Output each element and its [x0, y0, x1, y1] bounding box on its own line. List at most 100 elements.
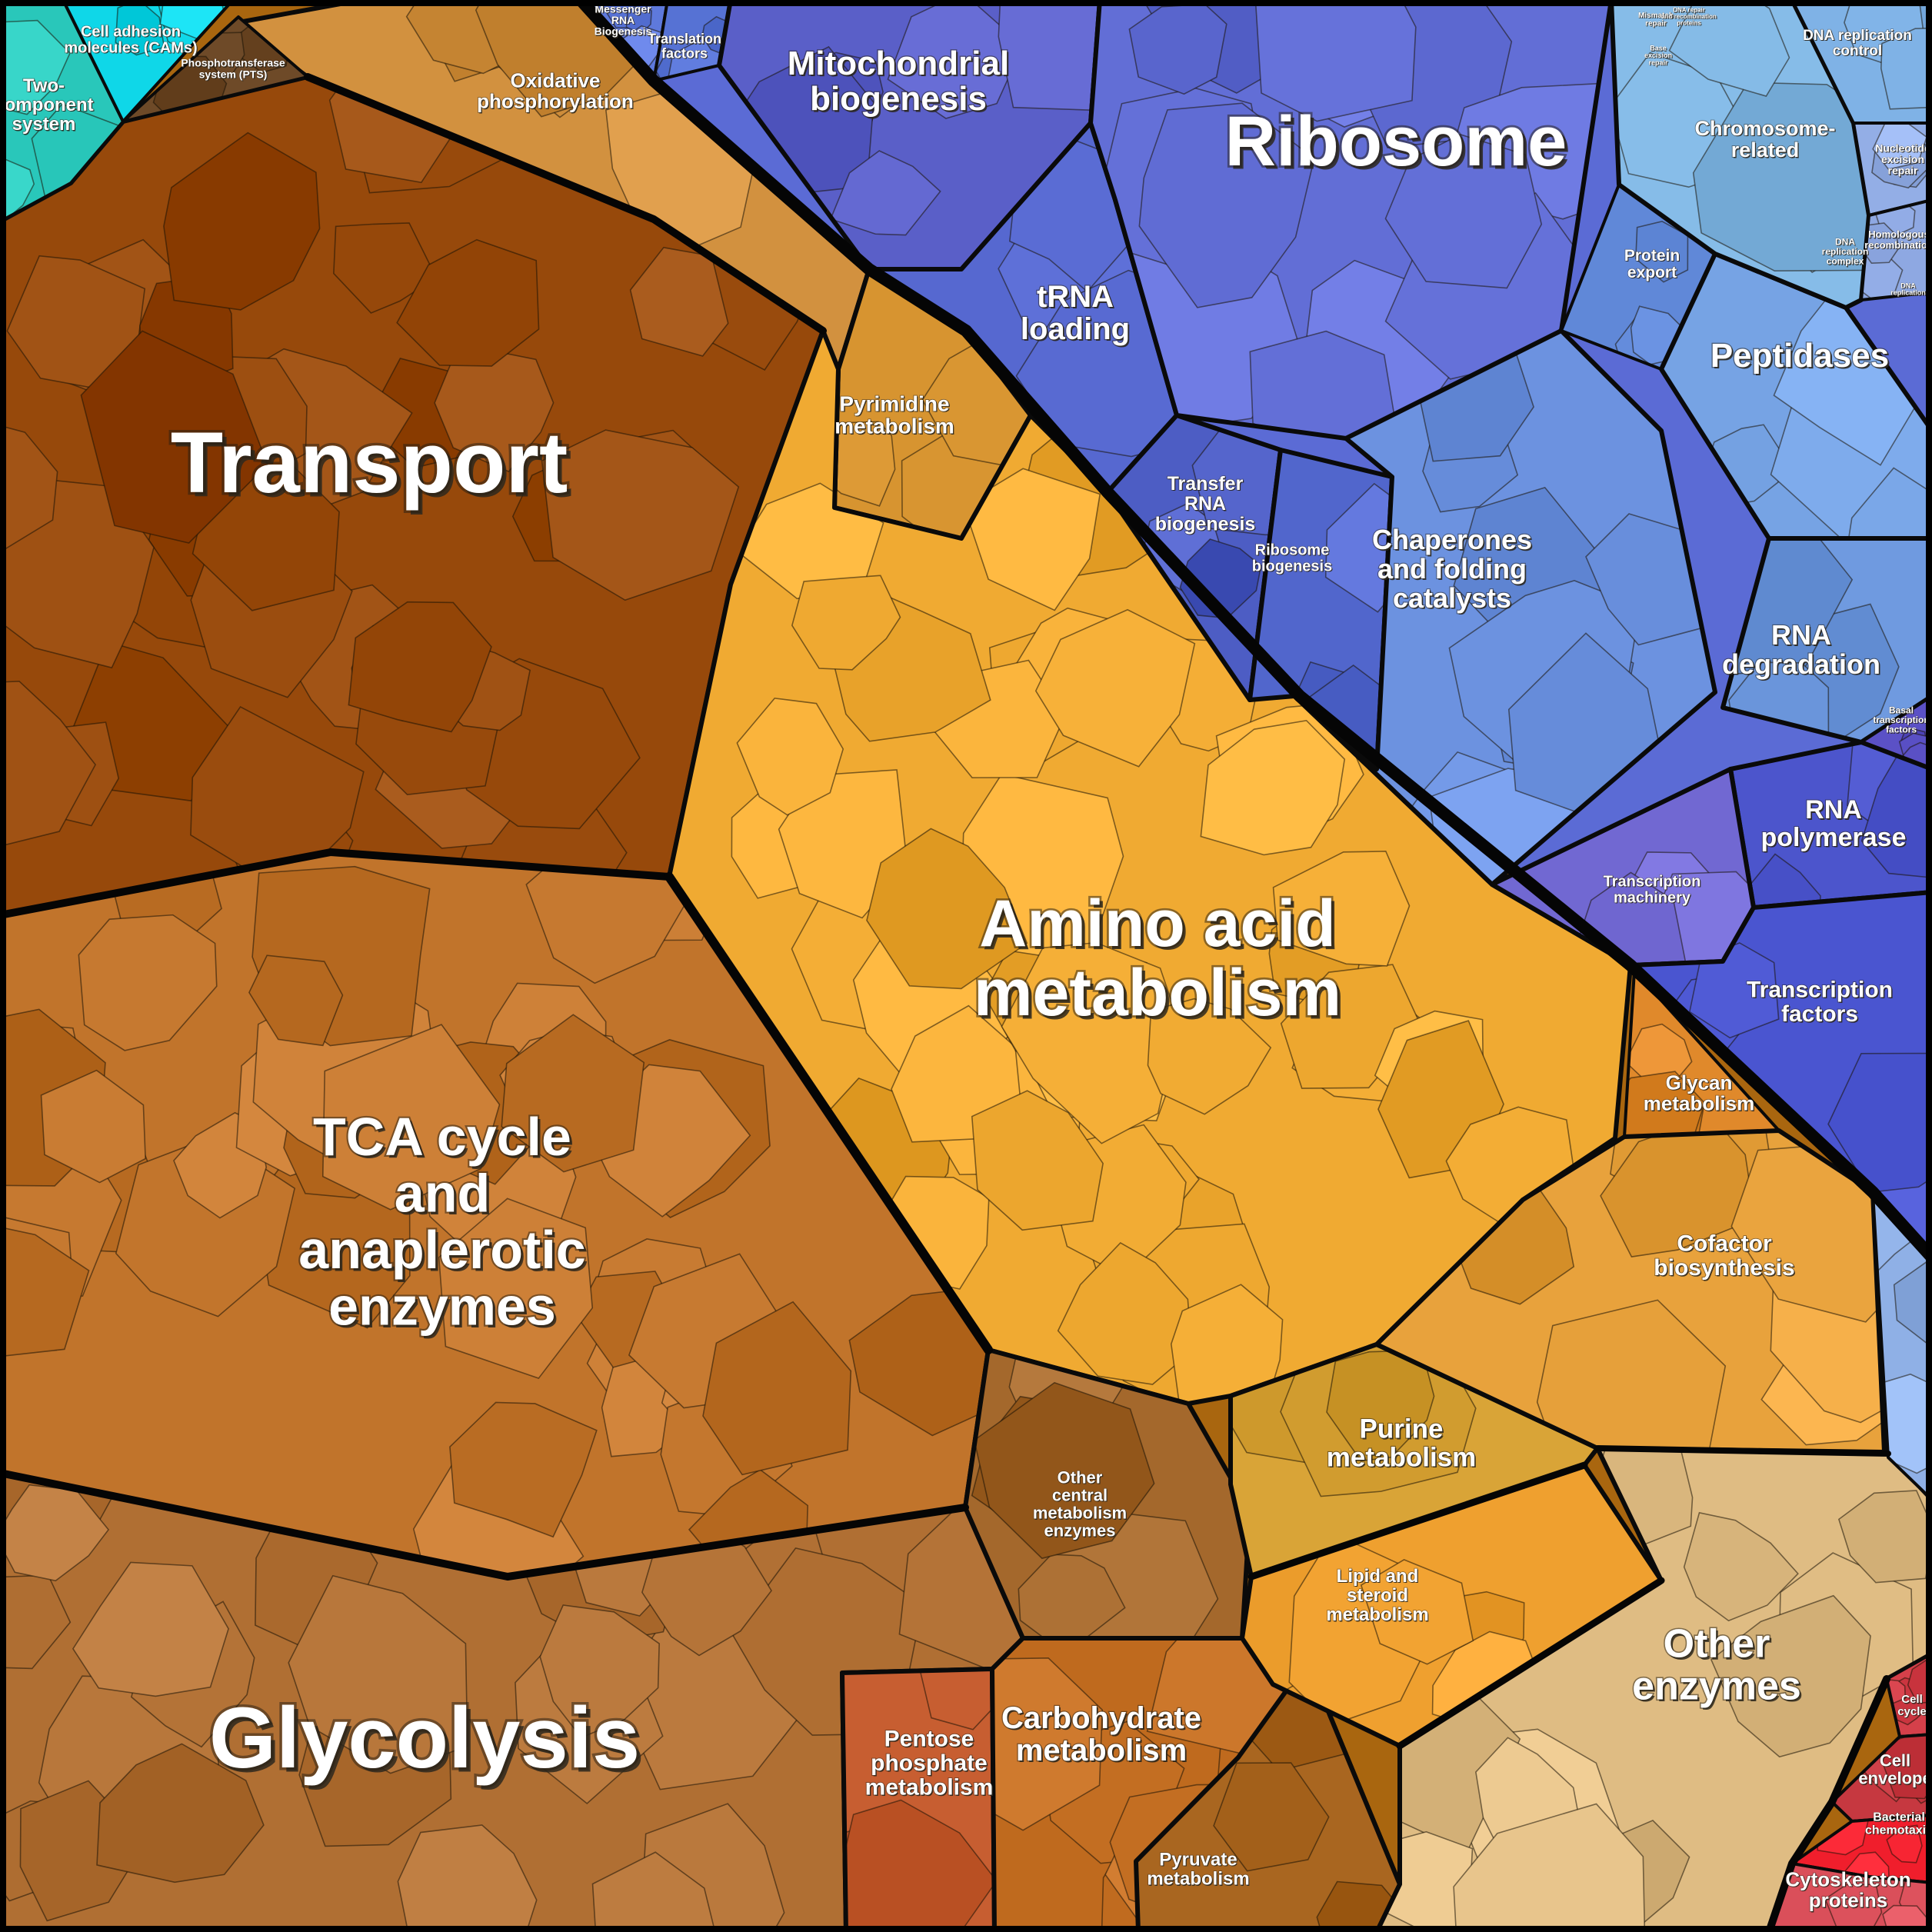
label-mismatch-repair-shadow: Mismatch repair [1639, 12, 1674, 29]
label-bacterial-chemotaxis-shadow: Bacterial chemotaxis [1866, 1812, 1932, 1838]
label-other-enzymes-shadow: Other enzymes [1634, 1624, 1804, 1710]
cell [1710, 1594, 1871, 1758]
label-two-component-system-shadow: Two-component system [0, 76, 95, 135]
cell [887, 0, 1024, 119]
region-rna-degradation[interactable] [1664, 508, 1932, 772]
cell [1147, 998, 1272, 1115]
label-protein-export-shadow: Protein export [1625, 248, 1681, 282]
cell [1730, 1144, 1884, 1323]
cell [1128, 3, 1227, 95]
cell [1213, 1762, 1330, 1872]
label-dna-replication-shadow: DNA replication [1891, 282, 1927, 297]
cell [1880, 27, 1932, 110]
cell [1453, 1803, 1646, 1932]
cell [591, 1851, 723, 1932]
label-ribosome-biogenesis-shadow: Ribosome biogenesis [1253, 543, 1333, 576]
label-mismatch-repair: Mismatch repair [1638, 12, 1674, 28]
cell [1170, 1284, 1284, 1404]
cell [434, 350, 555, 473]
region-trna-loading[interactable] [869, 123, 1205, 492]
region-border-phosphotransferase-system [122, 15, 309, 123]
label-transfer-rna-biogenesis-shadow: Transfer RNA biogenesis [1156, 474, 1257, 536]
label-oxidative-phosphorylation: Oxidative phosphorylation [477, 68, 634, 112]
cell [539, 1604, 660, 1739]
region-border-pentose-phosphate-metabolism [840, 1667, 997, 1932]
label-cofactor-biosynthesis: Cofactor biosynthesis [1654, 1231, 1794, 1281]
region-border-dna-replication-control [1790, 0, 1932, 125]
label-lipid-and-steroid-metabolism: Lipid and steroid metabolism [1326, 1566, 1428, 1625]
region-nucleotide-excision-repair[interactable] [1854, 120, 1932, 215]
cell [397, 1824, 538, 1932]
cell [1057, 1241, 1193, 1385]
cell [190, 705, 365, 881]
cell [1034, 608, 1196, 768]
label-glycolysis: Glycolysis [209, 1690, 640, 1786]
label-phosphotransferase-system: Phosphotransferase system (PTS) [181, 57, 285, 81]
border-cofactor-other-enzymes [1594, 1445, 1891, 1457]
region-glycolysis[interactable] [0, 1413, 1058, 1932]
region-chromosome-related[interactable] [1610, 0, 1908, 308]
cell [438, 1198, 594, 1380]
label-oxidative-phosphorylation-shadow: Oxidative phosphorylation [478, 70, 635, 114]
cell [321, 1024, 501, 1211]
region-border-rna-degradation [1720, 536, 1932, 744]
cell [0, 1484, 110, 1582]
label-cell-cycle: Cell cycle [1897, 1693, 1927, 1718]
region-cytoskeleton-proteins[interactable] [1769, 1864, 1932, 1932]
cell [1844, 1851, 1890, 1883]
cell [449, 1401, 598, 1538]
label-nucleotide-excision-repair-shadow: Nucleotide excision repair [1876, 143, 1931, 178]
label-other-central-metabolism-enzymes: Other central metabolism enzymes [1033, 1467, 1127, 1540]
cell [1683, 1511, 1799, 1622]
label-pyruvate-metabolism-shadow: Pyruvate metabolism [1148, 1850, 1251, 1890]
region-cofactor-biosynthesis[interactable] [1377, 1059, 1932, 1490]
cell [78, 914, 218, 1051]
label-amino-acid-metabolism-shadow: Amino acid metabolism [977, 890, 1344, 1033]
cell [1635, 220, 1689, 283]
label-peptidases: Peptidases [1710, 337, 1889, 375]
label-translation-factors: Translation factors [648, 32, 721, 62]
cell [1827, 1052, 1932, 1193]
cell [791, 575, 901, 671]
label-trna-loading: tRNA loading [1021, 280, 1130, 346]
label-homologous-recombination: Homologous recombination [1864, 228, 1932, 251]
cell [1272, 851, 1411, 967]
cell [971, 1090, 1104, 1231]
region-other-central-metabolism-enzymes[interactable] [965, 1324, 1250, 1692]
cell [40, 1069, 146, 1184]
region-amino-acid-metabolism[interactable] [669, 331, 1631, 1415]
label-glycan-metabolism: Glycan metabolism [1644, 1071, 1755, 1114]
label-glycan-metabolism-shadow: Glycan metabolism [1644, 1072, 1756, 1116]
label-transcription-machinery-shadow: Transcription machinery [1604, 874, 1702, 908]
region-border-homologous-recombination [1860, 198, 1932, 301]
cell [396, 238, 540, 367]
cell [1568, 871, 1686, 965]
label-pentose-phosphate-metabolism-shadow: Pentose phosphate metabolism [866, 1727, 994, 1801]
cell [1886, 1824, 1923, 1864]
label-nucleotide-excision-repair: Nucleotide excision repair [1875, 142, 1930, 176]
region-mitochondrial-biogenesis[interactable] [711, 0, 1171, 269]
label-chaperones-and-folding-catalysts-shadow: Chaperones and folding catalysts [1374, 525, 1534, 615]
label-transport: Transport [171, 415, 568, 511]
label-amino-acid-metabolism: Amino acid metabolism [974, 887, 1341, 1030]
region-border-chaperones-and-folding-catalysts [1292, 328, 1717, 887]
label-ribosome-shadow: Ribosome [1228, 106, 1571, 185]
label-transcription-machinery: Transcription machinery [1604, 874, 1701, 907]
label-pyrimidine-metabolism: Pyrimidine metabolism [834, 391, 954, 438]
label-transport-shadow: Transport [175, 419, 572, 515]
label-protein-export: Protein export [1624, 247, 1680, 281]
cell [998, 0, 1100, 111]
region-peptidases[interactable] [1661, 254, 1932, 581]
label-cell-adhesion-molecules-shadow: Cell adhesion molecules (CAMs) [65, 25, 198, 58]
label-phosphotransferase-system-shadow: Phosphotransferase system (PTS) [182, 58, 287, 82]
region-two-component-system[interactable] [0, 0, 135, 224]
label-tca-cycle-shadow: TCA cycle and anaplerotic enzymes [301, 1109, 588, 1339]
cell [1668, 0, 1790, 97]
region-border-cell-cycle [1885, 1652, 1932, 1738]
cell [163, 132, 321, 311]
label-cell-adhesion-molecules: Cell adhesion molecules (CAMs) [64, 24, 197, 57]
cell [348, 601, 492, 733]
label-purine-metabolism: Purine metabolism [1327, 1414, 1477, 1473]
cell [1018, 1554, 1126, 1638]
